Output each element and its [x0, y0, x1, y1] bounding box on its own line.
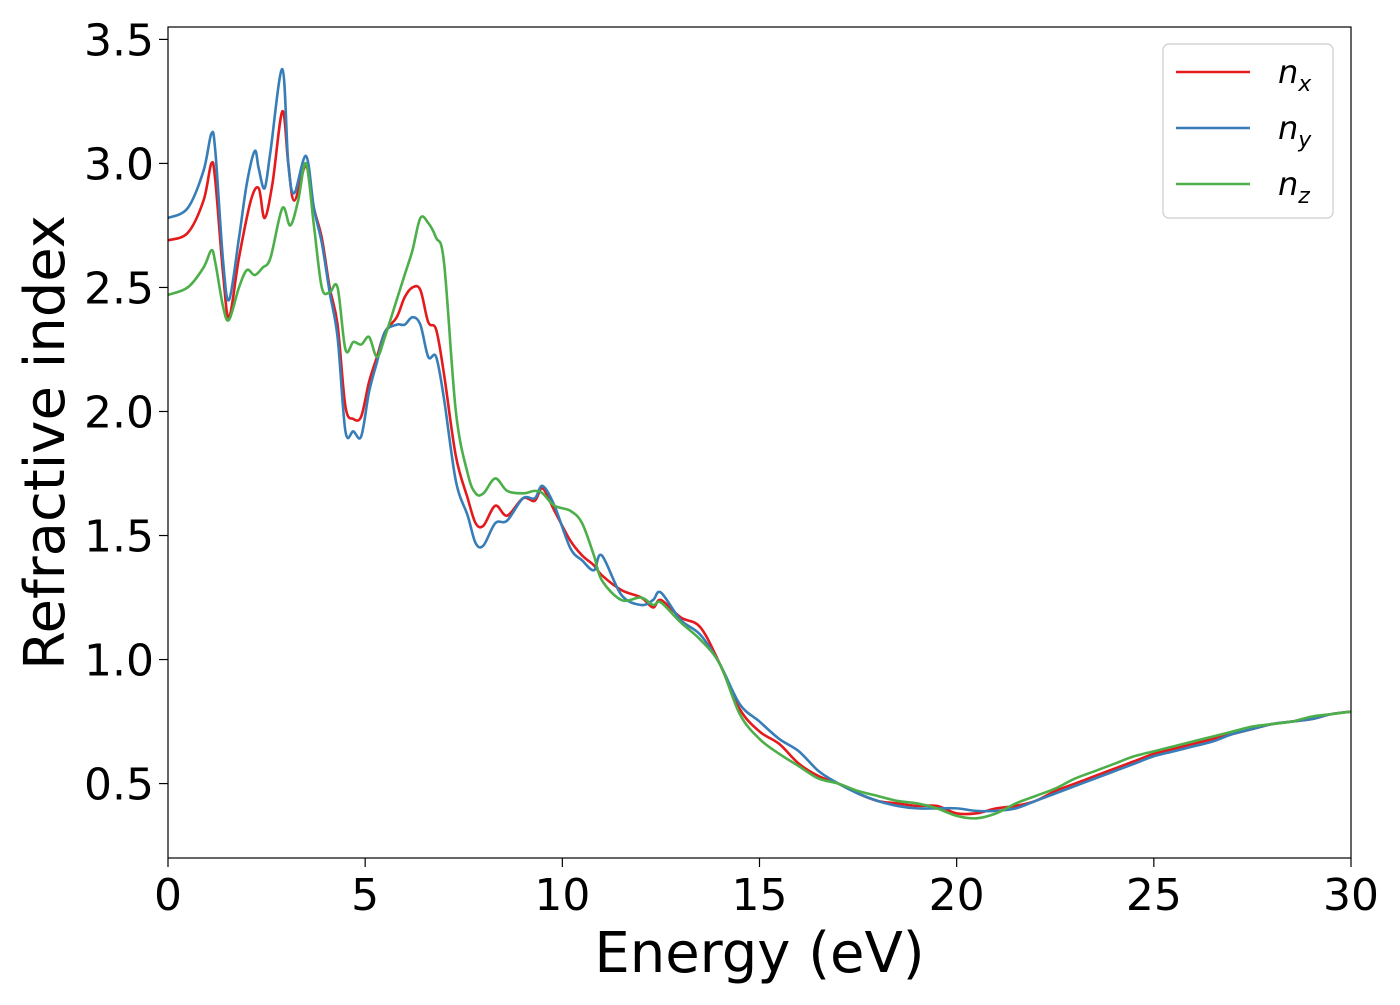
legend-label-x: nx: [1278, 53, 1312, 97]
y-tick-label: 0.5: [84, 760, 154, 811]
series-line-x: [168, 110, 1351, 816]
x-tick-label: 20: [929, 870, 985, 921]
x-axis: 0 5 10 15 20 25 30: [154, 858, 1379, 921]
legend-label-y: ny: [1278, 109, 1312, 153]
x-tick-label: 25: [1126, 870, 1182, 921]
legend-label-subscript: y: [1297, 128, 1312, 153]
legend-label-subscript: z: [1297, 184, 1310, 209]
series-line-z: [168, 162, 1351, 820]
legend-label-z: nz: [1278, 165, 1310, 209]
legend-label-base: n: [1278, 109, 1298, 147]
y-tick-label: 2.0: [84, 387, 154, 438]
y-axis: 0.5 1.0 1.5 2.0 2.5 3.0 3.5: [84, 15, 168, 811]
series-line-y: [168, 67, 1351, 813]
x-tick-label: 15: [732, 870, 788, 921]
y-axis-title: Refractive index: [13, 215, 78, 670]
legend-label-base: n: [1278, 53, 1298, 91]
x-tick-label: 0: [154, 870, 182, 921]
x-tick-label: 30: [1323, 870, 1379, 921]
y-tick-label: 3.0: [84, 139, 154, 190]
x-tick-label: 5: [351, 870, 379, 921]
y-tick-label: 1.5: [84, 512, 154, 563]
legend-label-base: n: [1278, 165, 1298, 203]
x-tick-label: 10: [534, 870, 590, 921]
y-tick-label: 2.5: [84, 263, 154, 314]
x-axis-title: Energy (eV): [594, 921, 924, 986]
y-tick-label: 1.0: [84, 636, 154, 687]
y-tick-label: 3.5: [84, 15, 154, 66]
legend-label-subscript: x: [1297, 72, 1312, 97]
series-layer: [168, 67, 1351, 820]
legend-box: [1162, 43, 1334, 219]
